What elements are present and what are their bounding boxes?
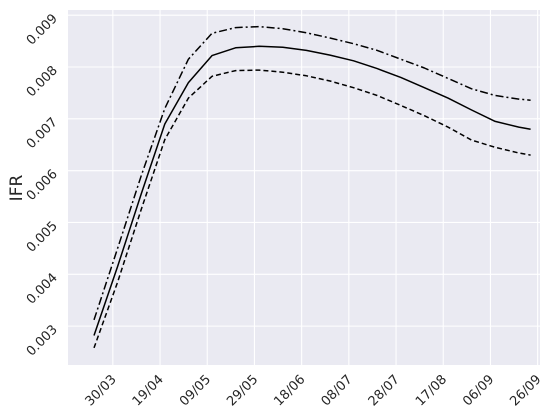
x-tick-label: 17/08 (413, 372, 450, 409)
y-tick-label: 0.009 (24, 11, 61, 48)
plot-area (68, 10, 540, 365)
y-tick-label: 0.008 (24, 63, 61, 100)
series-line-dashed (93, 69, 531, 349)
x-tick-labels: 30/03 19/04 09/05 29/05 18/06 08/07 28/07 17/08… (83, 372, 545, 409)
y-tick-labels: 0.003 0.004 0.005 0.006 0.007 0.008 0.009 (24, 11, 61, 359)
y-axis-label: IFR (7, 175, 27, 202)
y-tick-label: 0.004 (24, 271, 61, 308)
x-tick-label: 19/04 (130, 372, 167, 409)
x-tick-label: 08/07 (319, 372, 356, 409)
x-tick-label: 30/03 (83, 372, 120, 409)
x-tick-label: 06/09 (460, 372, 497, 409)
y-tick-label: 0.007 (24, 115, 61, 152)
y-tick-label: 0.006 (24, 167, 61, 204)
x-tick-label: 09/05 (177, 372, 214, 409)
y-tick-label: 0.003 (24, 322, 61, 359)
x-tick-label: 18/06 (271, 372, 308, 409)
series-line-dashdot (93, 25, 531, 321)
x-tick-label: 26/09 (507, 372, 544, 409)
grid-lines (68, 10, 540, 365)
y-tick-label: 0.005 (24, 219, 61, 256)
x-tick-label: 29/05 (224, 372, 261, 409)
series-group (93, 25, 531, 349)
series-line-solid (93, 45, 531, 336)
x-tick-label: 28/07 (366, 372, 403, 409)
